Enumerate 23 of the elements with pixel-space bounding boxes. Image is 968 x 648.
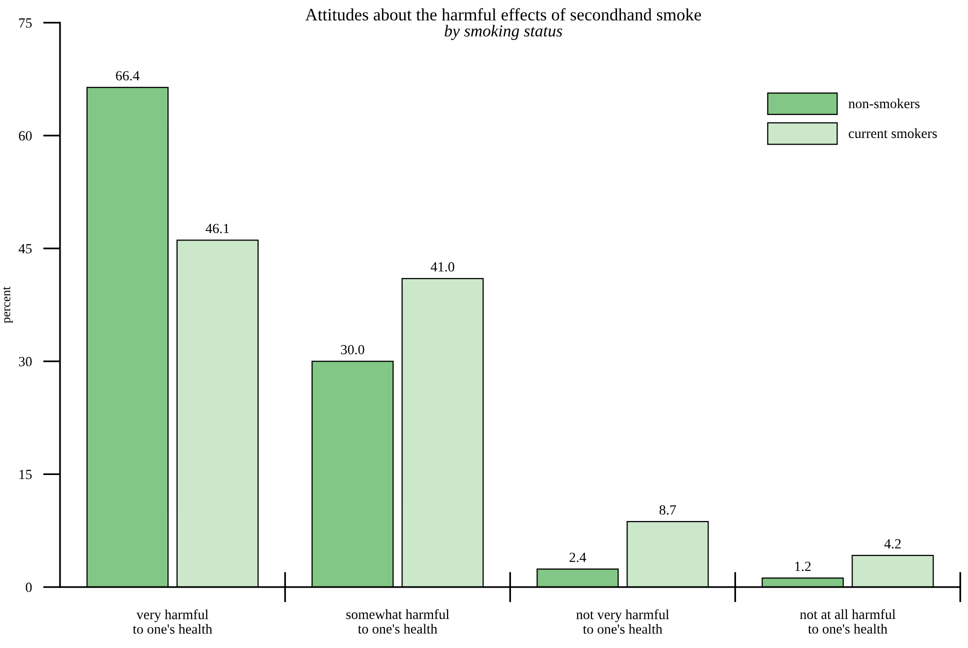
chart-subtitle: by smoking status <box>444 24 562 40</box>
y-tick-label: 30 <box>19 356 32 366</box>
data-label: 41.0 <box>430 262 454 272</box>
y-tick-label: 75 <box>19 18 32 28</box>
data-label: 66.4 <box>116 71 140 80</box>
x-tick-label: not at all harmful to one's health <box>800 609 896 634</box>
x-tick-label: very harmful to one's health <box>132 609 212 634</box>
chart-title: Attitudes about the harmful effects of secondhand smoke <box>305 8 701 21</box>
y-tick-label: 60 <box>18 131 32 141</box>
legend-label: current smokers <box>848 128 937 138</box>
data-label: 2.4 <box>570 552 586 562</box>
data-label: 4.2 <box>884 539 901 549</box>
x-tick-label: somewhat harmful to one's health <box>346 609 450 634</box>
x-tick-label: not very harmful to one's health <box>576 609 670 634</box>
data-label: 1.2 <box>795 562 811 572</box>
y-axis-title: percent <box>3 286 13 324</box>
data-label: 30.0 <box>341 344 364 354</box>
y-tick-label: 15 <box>20 470 32 480</box>
y-tick-label: 45 <box>18 244 32 254</box>
legend-label: non-smokers <box>848 98 920 108</box>
data-label: 46.1 <box>206 224 229 234</box>
data-label: 8.7 <box>660 505 676 515</box>
y-tick-label: 0 <box>26 582 32 592</box>
